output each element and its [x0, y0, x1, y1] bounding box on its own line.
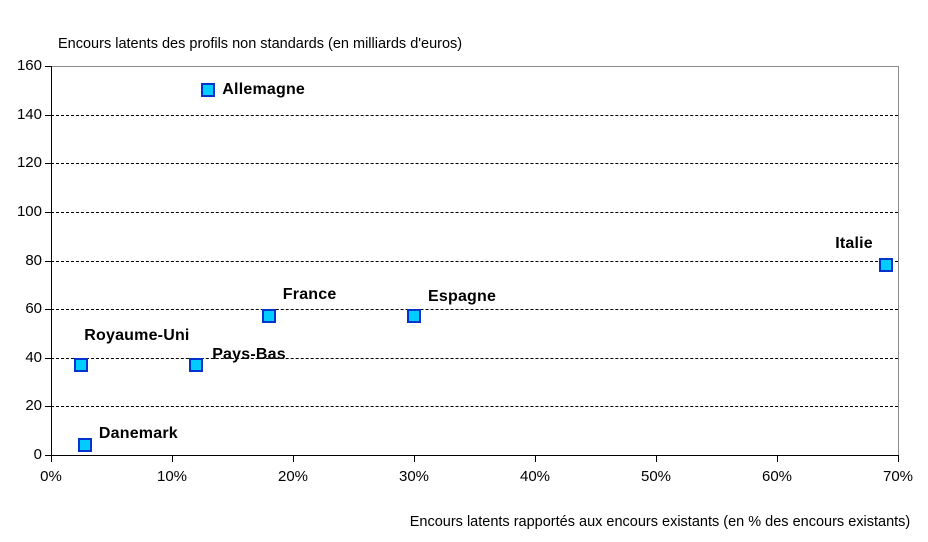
- gridline-y-140: [51, 114, 898, 116]
- x-axis-line: [51, 455, 899, 456]
- gridline-y-20: [51, 406, 898, 408]
- x-tick-0: [51, 456, 52, 462]
- y-tick-160: [45, 66, 51, 67]
- y-tick-40: [45, 357, 51, 359]
- data-point-label: Italie: [835, 235, 873, 253]
- y-tick-label: 100: [16, 202, 42, 220]
- x-tick-20: [293, 456, 294, 462]
- data-point-royaume-uni: [74, 358, 89, 373]
- y-tick-label: 160: [16, 57, 42, 74]
- y-tick-20: [45, 406, 51, 408]
- gridline-y-100: [51, 211, 898, 213]
- plot-border-top: [51, 66, 899, 67]
- x-tick-label: 50%: [640, 468, 672, 485]
- x-axis-title: Encours latents rapportés aux encours ex…: [409, 514, 911, 530]
- y-tick-label: 60: [25, 300, 42, 318]
- data-point-allemagne: [201, 83, 216, 98]
- data-point-italie: [878, 258, 893, 273]
- x-tick-40: [535, 456, 536, 462]
- y-tick-label: 120: [16, 154, 42, 172]
- x-tick-label: 10%: [156, 468, 188, 485]
- x-tick-50: [656, 456, 657, 462]
- y-axis-line: [51, 66, 52, 456]
- data-point-label: Allemagne: [222, 81, 306, 99]
- x-tick-label: 40%: [519, 468, 551, 485]
- x-tick-label: 0%: [40, 468, 62, 485]
- y-tick-60: [45, 309, 51, 311]
- y-tick-140: [45, 114, 51, 116]
- plot-border-right: [898, 66, 899, 456]
- x-tick-label: 30%: [398, 468, 430, 485]
- x-tick-10: [172, 456, 173, 462]
- y-tick-0: [45, 455, 51, 456]
- x-tick-60: [777, 456, 778, 462]
- x-tick-label: 60%: [761, 468, 793, 485]
- data-point-label: France: [282, 286, 337, 304]
- y-tick-80: [45, 260, 51, 262]
- y-tick-label: 20: [25, 397, 42, 415]
- data-point-france: [261, 309, 276, 324]
- x-tick-label: 20%: [277, 468, 309, 485]
- y-tick-label: 140: [16, 105, 42, 123]
- gridline-y-60: [51, 309, 898, 311]
- data-point-pays-bas: [189, 358, 204, 373]
- y-tick-label: 80: [25, 251, 42, 269]
- x-tick-label: 70%: [882, 468, 914, 485]
- y-tick-label: 40: [25, 348, 42, 366]
- data-point-label: Danemark: [98, 425, 178, 443]
- data-point-label: Espagne: [428, 288, 497, 306]
- y-tick-120: [45, 163, 51, 165]
- y-tick-100: [45, 211, 51, 213]
- x-tick-30: [414, 456, 415, 462]
- data-point-label: Royaume-Uni: [84, 327, 190, 345]
- data-point-espagne: [407, 309, 421, 324]
- gridline-y-80: [51, 260, 898, 262]
- gridline-y-40: [51, 357, 898, 359]
- data-point-danemark: [77, 438, 92, 453]
- gridline-y-120: [51, 163, 898, 165]
- x-tick-70: [898, 456, 899, 462]
- y-tick-label: 0: [33, 446, 42, 463]
- data-point-label: Pays-Bas: [212, 346, 286, 364]
- chart-title: Encours latents des profils non standard…: [58, 36, 463, 52]
